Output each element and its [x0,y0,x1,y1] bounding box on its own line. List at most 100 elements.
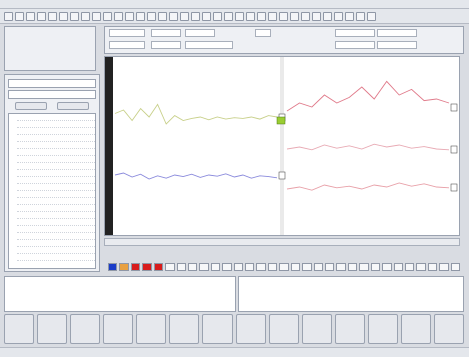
playback-button[interactable] [267,263,278,271]
toolbar-button[interactable] [345,11,354,21]
tree-item[interactable] [17,205,95,212]
dropdown-primary[interactable] [8,79,96,88]
playback-button[interactable] [359,263,369,271]
toolbar-button[interactable] [48,11,57,21]
toolbar-button[interactable] [4,11,13,21]
toolbar-button[interactable] [114,11,123,21]
comment-panel[interactable] [238,276,464,312]
tree-item[interactable] [17,135,95,142]
toolbar-button[interactable] [213,11,222,21]
tree-item[interactable] [17,191,95,198]
function-button[interactable] [103,314,134,344]
tree-item[interactable] [17,233,95,240]
plot-area[interactable] [104,56,460,236]
tree-item[interactable] [17,128,95,135]
function-button[interactable] [268,314,299,344]
tree-item[interactable] [17,114,95,121]
tree-item[interactable] [17,163,95,170]
playback-button[interactable] [187,263,198,271]
toolbar-button[interactable] [103,11,112,21]
tree-item[interactable] [17,142,95,149]
toolbar-button[interactable] [191,11,200,21]
info-field[interactable] [151,29,181,37]
toolbar-button[interactable] [59,11,68,21]
playback-button[interactable] [165,263,175,271]
playback-button[interactable] [382,263,392,271]
dropdown-secondary[interactable] [8,90,96,99]
color-swatch-button[interactable] [130,263,141,271]
toolbar-button[interactable] [367,11,376,21]
tree-item[interactable] [17,198,95,205]
tree-item[interactable] [17,240,95,247]
playback-button[interactable] [439,263,449,271]
playback-button[interactable] [416,263,426,271]
toolbar-button[interactable] [70,11,79,21]
toolbar-button[interactable] [81,11,90,21]
toolbar-button[interactable] [37,11,46,21]
control-button-b[interactable] [57,102,89,110]
tree-item[interactable] [17,247,95,254]
color-swatch-button[interactable] [119,263,129,271]
info-field[interactable] [185,41,233,49]
info-field[interactable] [151,41,181,49]
playback-button[interactable] [347,263,358,271]
toolbar-button[interactable] [15,11,24,21]
function-button[interactable] [37,314,68,344]
tree-item[interactable] [17,219,95,226]
playback-button[interactable] [450,263,461,271]
playback-button[interactable] [222,263,232,271]
playback-button[interactable] [393,263,403,271]
info-field[interactable] [255,29,271,37]
toolbar-button[interactable] [125,11,134,21]
playback-button[interactable] [302,263,312,271]
function-button[interactable] [400,314,432,344]
toolbar-button[interactable] [268,11,277,21]
toolbar-button[interactable] [312,11,321,21]
function-button[interactable] [434,314,465,344]
toolbar-button[interactable] [334,11,343,21]
toolbar-button[interactable] [136,11,145,21]
playback-button[interactable] [427,263,438,271]
tree-item[interactable] [17,170,95,177]
toolbar-button[interactable] [323,11,332,21]
info-field[interactable] [335,41,375,49]
function-button[interactable] [70,314,101,344]
function-button[interactable] [235,314,266,344]
tree-item[interactable] [17,212,95,219]
tree-item[interactable] [17,184,95,191]
toolbar-button[interactable] [147,11,156,21]
toolbar-button[interactable] [92,11,101,21]
color-swatch-button[interactable] [142,263,152,271]
tree-item[interactable] [17,156,95,163]
toolbar-button[interactable] [246,11,255,21]
tree-view[interactable] [8,113,96,269]
info-field[interactable] [335,29,375,37]
tree-item[interactable] [17,177,95,184]
playback-button[interactable] [176,263,186,271]
playback-button[interactable] [325,263,335,271]
function-button[interactable] [367,314,398,344]
color-swatch-button[interactable] [108,263,118,271]
toolbar-button[interactable] [279,11,288,21]
toolbar-button[interactable] [169,11,178,21]
playback-button[interactable] [290,263,301,271]
toolbar-button[interactable] [26,11,35,21]
function-button[interactable] [169,314,200,344]
info-field[interactable] [109,41,145,49]
playback-button[interactable] [233,263,244,271]
tree-item[interactable] [17,149,95,156]
playback-button[interactable] [210,263,221,271]
function-button[interactable] [301,314,332,344]
toolbar-button[interactable] [202,11,211,21]
toolbar-button[interactable] [158,11,167,21]
control-button-a[interactable] [15,102,47,110]
info-field[interactable] [185,29,215,37]
playback-button[interactable] [313,263,324,271]
tree-item[interactable] [17,226,95,233]
function-button[interactable] [202,314,233,344]
playback-button[interactable] [279,263,289,271]
toolbar-button[interactable] [356,11,365,21]
toolbar-button[interactable] [224,11,233,21]
tree-item[interactable] [17,254,95,261]
color-swatch-button[interactable] [153,263,164,271]
